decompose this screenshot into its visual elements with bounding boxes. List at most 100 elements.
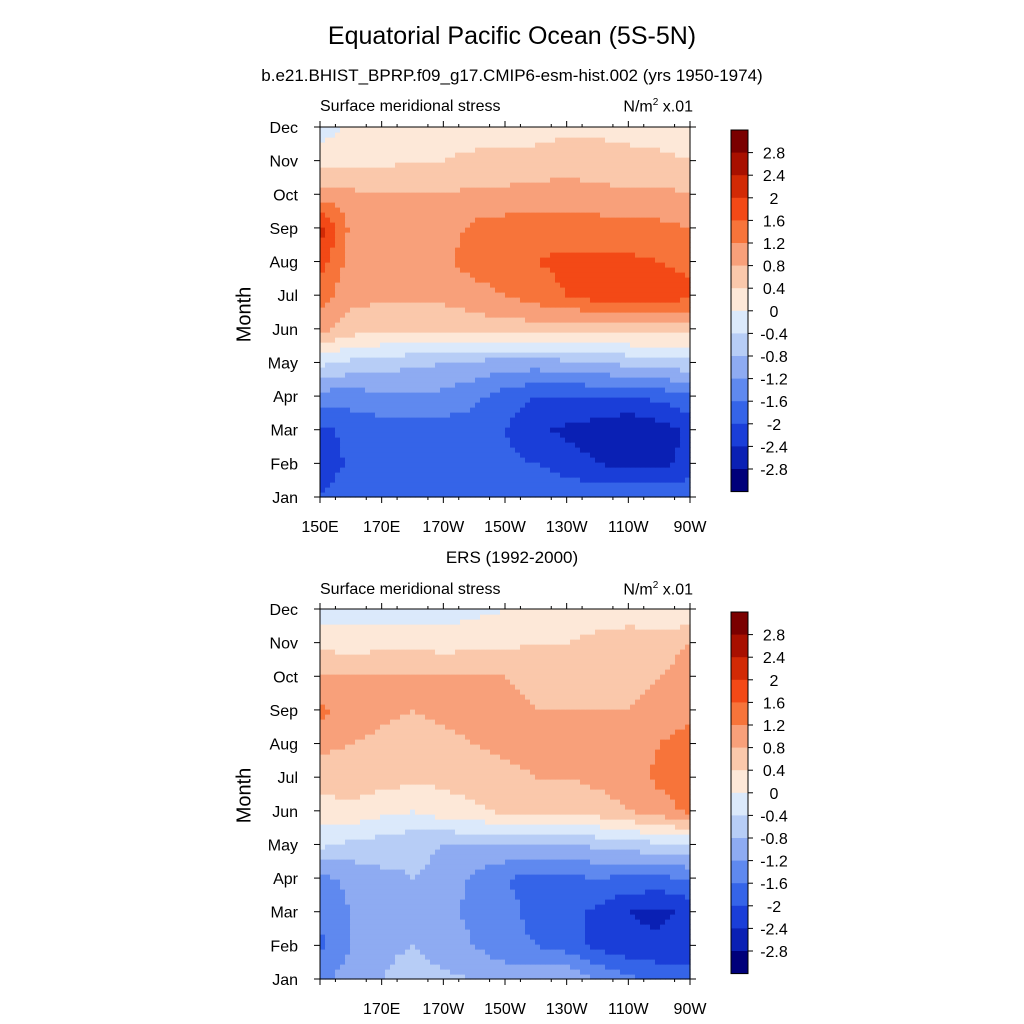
heatmap-cell (685, 217, 691, 223)
heatmap-cell (500, 322, 506, 328)
heatmap-cell (485, 227, 491, 233)
heatmap-cell (380, 402, 386, 408)
heatmap-cell (360, 292, 366, 298)
heatmap-cell (505, 367, 511, 373)
heatmap-cell (510, 432, 516, 438)
heatmap-cell (385, 157, 391, 163)
heatmap-cell (535, 357, 541, 363)
heatmap-cell (335, 297, 341, 303)
heatmap-cell (500, 482, 506, 488)
heatmap-cell (370, 287, 376, 293)
heatmap-cell (510, 477, 516, 483)
heatmap-cell (575, 217, 581, 223)
heatmap-cell (625, 167, 631, 173)
heatmap-cell (545, 427, 551, 433)
heatmap-cell (435, 302, 441, 308)
heatmap-cell (655, 387, 661, 393)
heatmap-cell (635, 337, 641, 343)
heatmap-cell (350, 432, 356, 438)
heatmap-cell (640, 167, 646, 173)
heatmap-cell (510, 237, 516, 243)
heatmap-cell (455, 287, 461, 293)
heatmap-cell (420, 157, 426, 163)
heatmap-cell (480, 382, 486, 388)
heatmap-cell (670, 247, 676, 253)
heatmap-cell (640, 187, 646, 193)
heatmap-cell (660, 412, 666, 418)
heatmap-cell (360, 467, 366, 473)
heatmap-cell (330, 457, 336, 463)
heatmap-cell (440, 417, 446, 423)
heatmap-cell (535, 267, 541, 273)
heatmap-cell (605, 357, 611, 363)
heatmap-cell (665, 162, 671, 168)
heatmap-cell (355, 302, 361, 308)
heatmap-cell (470, 437, 476, 443)
heatmap-cell (620, 317, 626, 323)
heatmap-cell (630, 417, 636, 423)
heatmap-cell (465, 157, 471, 163)
heatmap-cell (675, 297, 681, 303)
heatmap-cell (400, 342, 406, 348)
heatmap-cell (450, 282, 456, 288)
heatmap-cell (570, 327, 576, 333)
heatmap-cell (615, 182, 621, 188)
heatmap-cell (650, 482, 656, 488)
heatmap-cell (590, 277, 596, 283)
heatmap-cell (575, 257, 581, 263)
heatmap-cell (675, 172, 681, 178)
heatmap-cell (375, 342, 381, 348)
heatmap-cell (400, 267, 406, 273)
heatmap-cell (365, 417, 371, 423)
heatmap-cell (590, 402, 596, 408)
heatmap-cell (460, 432, 466, 438)
heatmap-cell (550, 277, 556, 283)
heatmap-cell (565, 187, 571, 193)
heatmap-cell (550, 297, 556, 303)
heatmap-cell (660, 272, 666, 278)
heatmap-cell (530, 272, 536, 278)
heatmap-cell (445, 422, 451, 428)
heatmap-cell (465, 452, 471, 458)
heatmap-cell (540, 367, 546, 373)
heatmap-cell (620, 402, 626, 408)
heatmap-cell (640, 282, 646, 288)
heatmap-cell (380, 492, 386, 498)
heatmap-cell (330, 317, 336, 323)
heatmap-cell (575, 417, 581, 423)
heatmap-cell (410, 392, 416, 398)
heatmap-cell (655, 277, 661, 283)
heatmap-cell (650, 477, 656, 483)
heatmap-cell (360, 462, 366, 468)
heatmap-cell (425, 237, 431, 243)
heatmap-cell (350, 172, 356, 178)
heatmap-cell (550, 482, 556, 488)
heatmap-cell (630, 412, 636, 418)
heatmap-cell (565, 372, 571, 378)
heatmap-cell (520, 342, 526, 348)
heatmap-cell (590, 372, 596, 378)
heatmap-cell (435, 277, 441, 283)
heatmap-cell (330, 282, 336, 288)
heatmap-cell (425, 307, 431, 313)
heatmap-cell (335, 237, 341, 243)
heatmap-cell (410, 442, 416, 448)
heatmap-cell (425, 397, 431, 403)
heatmap-cell (355, 347, 361, 353)
heatmap-cell (680, 277, 686, 283)
heatmap-cell (655, 477, 661, 483)
heatmap-cell (450, 262, 456, 268)
heatmap-cell (460, 157, 466, 163)
heatmap-cell (475, 387, 481, 393)
heatmap-cell (390, 422, 396, 428)
heatmap-cell (435, 377, 441, 383)
heatmap-cell (640, 412, 646, 418)
heatmap-cell (380, 257, 386, 263)
heatmap-cell (500, 392, 506, 398)
heatmap-cell (410, 217, 416, 223)
heatmap-cell (630, 207, 636, 213)
heatmap-cell (570, 172, 576, 178)
heatmap-cell (485, 382, 491, 388)
heatmap-cell (625, 462, 631, 468)
heatmap-cell (505, 307, 511, 313)
